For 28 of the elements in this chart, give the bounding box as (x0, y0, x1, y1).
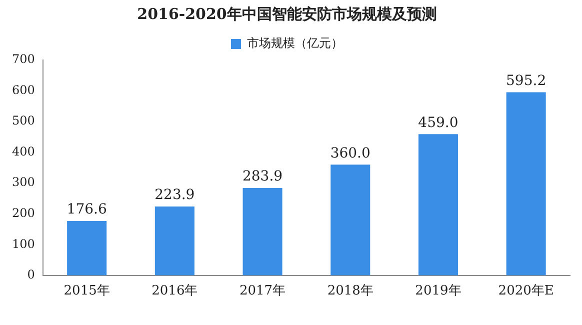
y-tick-label: 700 (12, 52, 35, 66)
data-label: 595.2 (506, 72, 546, 89)
bar (418, 134, 458, 276)
y-tick-label: 0 (27, 268, 35, 282)
y-tick-label: 600 (12, 82, 35, 97)
y-tick-label: 100 (12, 236, 35, 251)
data-label: 223.9 (154, 187, 195, 204)
y-tick-label: 200 (12, 206, 35, 220)
data-label: 176.6 (66, 202, 107, 218)
x-tick-label: 2017年 (239, 284, 286, 299)
y-tick-label: 300 (12, 175, 35, 190)
bar (242, 188, 282, 276)
data-label: 459.0 (418, 114, 458, 131)
bar (330, 164, 370, 276)
chart-title: 2016-2020年中国智能安防市场规模及预测 (137, 4, 437, 23)
x-tick-label: 2018年 (327, 284, 374, 299)
bar (67, 221, 107, 276)
y-tick-label: 400 (12, 144, 35, 158)
x-tick-label: 2016年 (152, 284, 198, 299)
bar (506, 92, 546, 276)
data-label: 360.0 (330, 145, 370, 162)
x-tick-label: 2019年 (415, 284, 462, 299)
legend-label: 市场规模（亿元） (247, 36, 343, 50)
bar (154, 206, 194, 276)
data-label: 283.9 (242, 168, 283, 185)
y-tick-label: 500 (12, 114, 35, 128)
x-tick-label: 2015年 (64, 284, 110, 299)
x-tick-label: 2020年E (498, 284, 554, 299)
